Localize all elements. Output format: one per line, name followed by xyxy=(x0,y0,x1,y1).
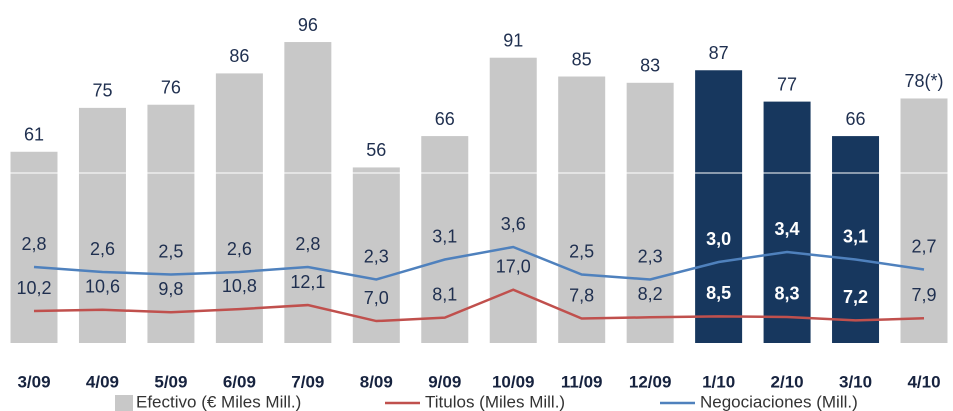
line-value-label: 2,8 xyxy=(295,234,320,254)
x-tick-label: 10/09 xyxy=(492,372,535,391)
line-value-label: 7,2 xyxy=(843,287,868,307)
legend-swatch xyxy=(115,395,133,411)
bar xyxy=(215,73,263,343)
line-value-label: 17,0 xyxy=(496,256,531,276)
line-value-label: 7,9 xyxy=(911,285,936,305)
bar-value-label: 91 xyxy=(503,30,523,50)
bar xyxy=(763,101,811,343)
bar-value-label: 66 xyxy=(846,109,866,129)
line-value-label: 3,1 xyxy=(843,226,868,246)
line-value-label: 3,1 xyxy=(432,226,457,246)
line-value-label: 2,8 xyxy=(21,234,46,254)
bar-value-label: 85 xyxy=(572,49,592,69)
line-value-label: 7,0 xyxy=(364,288,389,308)
x-tick-label: 12/09 xyxy=(629,372,672,391)
line-value-label: 8,2 xyxy=(638,284,663,304)
x-tick-label: 4/09 xyxy=(86,372,119,391)
line-value-label: 2,6 xyxy=(90,239,115,259)
line xyxy=(33,288,925,323)
legend-label: Efectivo (€ Miles Mill.) xyxy=(136,392,301,411)
bar xyxy=(284,42,332,343)
bar xyxy=(78,107,126,343)
line-value-label: 3,0 xyxy=(706,229,731,249)
x-tick-label: 8/09 xyxy=(360,372,393,391)
bar-value-label: 66 xyxy=(435,109,455,129)
bar xyxy=(695,70,743,343)
line-value-label: 12,1 xyxy=(290,272,325,292)
bar-value-label: 56 xyxy=(366,140,386,160)
line-value-label: 10,2 xyxy=(16,278,51,298)
bar xyxy=(832,136,880,343)
x-tick-label: 2/10 xyxy=(771,372,804,391)
bar-value-label: 86 xyxy=(229,46,249,66)
line-value-label: 8,3 xyxy=(775,284,800,304)
x-tick-label: 5/09 xyxy=(154,372,187,391)
x-tick-label: 4/10 xyxy=(907,372,940,391)
line-value-label: 9,8 xyxy=(158,279,183,299)
line xyxy=(33,245,925,281)
bar xyxy=(352,167,400,343)
x-tick-label: 1/10 xyxy=(702,372,735,391)
line-value-label: 2,5 xyxy=(158,241,183,261)
line-value-label: 10,6 xyxy=(85,277,120,297)
bar-value-label: 76 xyxy=(161,77,181,97)
legend-label: Negociaciones (Mill.) xyxy=(700,392,858,411)
bar xyxy=(626,82,674,344)
x-tick-label: 11/09 xyxy=(561,372,603,391)
line-value-label: 10,8 xyxy=(222,276,257,296)
bar-value-label: 78(*) xyxy=(904,71,943,91)
bar xyxy=(421,136,469,343)
bar xyxy=(489,57,537,344)
bar-value-label: 83 xyxy=(640,56,660,76)
line-value-label: 8,5 xyxy=(706,283,731,303)
bar-value-label: 87 xyxy=(709,43,729,63)
bar-value-label: 96 xyxy=(298,15,318,35)
bar xyxy=(900,98,948,343)
x-tick-label: 3/10 xyxy=(839,372,872,391)
bar xyxy=(147,104,195,344)
line-value-label: 3,4 xyxy=(775,219,800,239)
line-value-label: 7,8 xyxy=(569,285,594,305)
x-tick-label: 3/09 xyxy=(17,372,50,391)
line-value-label: 2,6 xyxy=(227,239,252,259)
legend-label: Titulos (Miles Mill.) xyxy=(425,392,565,411)
bar xyxy=(558,76,606,344)
bar-value-label: 61 xyxy=(24,125,44,145)
line-value-label: 2,5 xyxy=(569,241,594,261)
line-value-label: 2,3 xyxy=(638,246,663,266)
bar-value-label: 75 xyxy=(92,81,112,101)
line-value-label: 2,7 xyxy=(911,236,936,256)
x-tick-label: 6/09 xyxy=(223,372,256,391)
x-tick-label: 7/09 xyxy=(291,372,324,391)
line-value-label: 8,1 xyxy=(432,284,457,304)
line-value-label: 3,6 xyxy=(501,214,526,234)
line-value-label: 2,3 xyxy=(364,246,389,266)
bar-value-label: 77 xyxy=(777,74,797,94)
x-tick-label: 9/09 xyxy=(428,372,461,391)
